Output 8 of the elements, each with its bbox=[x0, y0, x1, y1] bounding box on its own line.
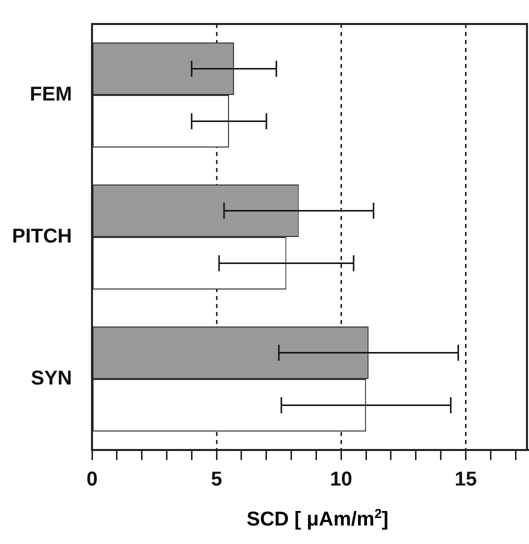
x-tick-label: 0 bbox=[86, 468, 98, 491]
x-tick-label: 15 bbox=[454, 468, 477, 491]
x-tick-label: 5 bbox=[211, 468, 222, 491]
x-tick-label: 10 bbox=[330, 468, 352, 491]
y-tick-label: PITCH bbox=[12, 226, 72, 248]
y-tick-label: FEM bbox=[30, 84, 72, 106]
x-axis-title: SCD [ μAm/m$^{2}$] bbox=[246, 506, 390, 532]
y-tick-label: SYN bbox=[30, 368, 72, 390]
